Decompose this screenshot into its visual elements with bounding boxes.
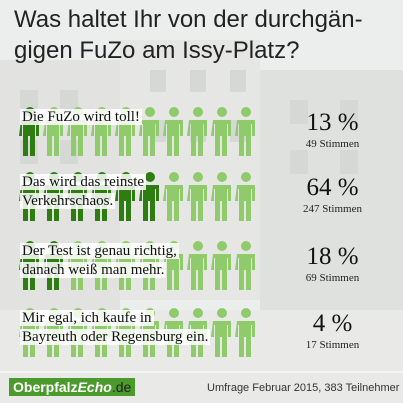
percent-label: 64 %: [306, 174, 359, 201]
oberpfalz-echo-logo[interactable]: OberpfalzEcho.de: [9, 378, 136, 396]
answer-label: Die FuZo wird toll!: [20, 109, 142, 125]
percent-label: 13 %: [306, 109, 359, 136]
answer-label: Mir egal, ich kaufe in Bayreuth oder Reg…: [20, 310, 211, 345]
person-icon-empty: [235, 172, 255, 221]
person-icon-empty: [163, 107, 183, 156]
chart-title: Was haltet Ihr von der durchgän-gigen Fu…: [14, 4, 394, 66]
person-icon-empty: [187, 241, 207, 290]
person-icon-empty: [187, 107, 207, 156]
percent-label: 18 %: [306, 243, 359, 270]
answer-label: Der Test ist genau richtig, danach weiß …: [20, 243, 179, 278]
logo-tld-text: .de: [111, 379, 132, 395]
person-icon-empty: [235, 241, 255, 290]
person-icon-empty: [163, 172, 183, 221]
person-icon-empty: [211, 172, 231, 221]
person-icon-empty: [211, 241, 231, 290]
person-icon-empty: [211, 308, 231, 357]
votes-label: 69 Stimmen: [305, 272, 360, 284]
survey-footnote: Umfrage Februar 2015, 383 Teilnehmer: [207, 382, 400, 394]
person-icon-empty: [187, 172, 207, 221]
chart-title-line: gigen FuZo am Issy-Platz?: [14, 37, 300, 64]
person-icon-empty: [211, 107, 231, 156]
chart-title-line: Was haltet Ihr von der durchgän-: [14, 6, 363, 33]
person-icon-empty: [235, 308, 255, 357]
votes-label: 49 Stimmen: [305, 138, 360, 150]
person-icon-filled: [139, 172, 159, 221]
logo-main-text: Oberpfalz: [13, 379, 78, 395]
percent-label: 4 %: [312, 310, 353, 337]
votes-label: 247 Stimmen: [303, 203, 362, 215]
answer-label: Das wird das reinste Verkehrschaos.: [20, 174, 147, 209]
votes-label: 17 Stimmen: [305, 339, 360, 351]
person-icon-empty: [139, 107, 159, 156]
person-icon-empty: [235, 107, 255, 156]
logo-echo-text: Echo: [77, 379, 112, 395]
